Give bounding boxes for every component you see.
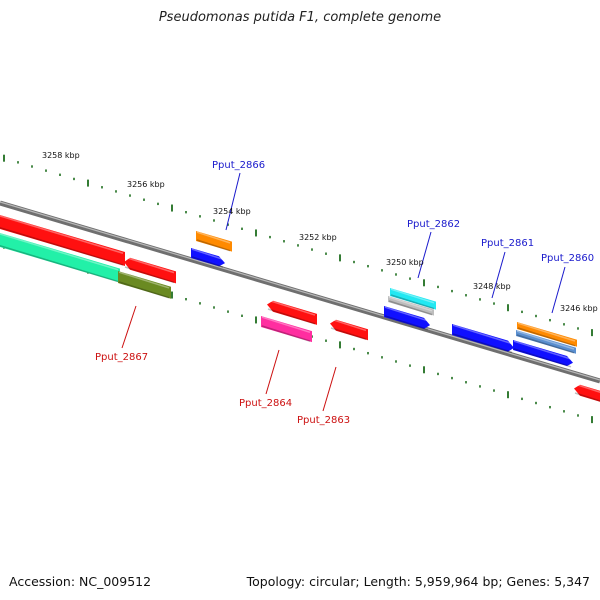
feature-blue-4[interactable] xyxy=(513,340,573,368)
map-title: Pseudomonas putida F1, complete genome xyxy=(158,10,442,25)
gene-label-pput-2864[interactable]: Pput_2864 xyxy=(239,398,292,409)
feature-magenta-1[interactable] xyxy=(261,316,312,343)
gene-label-pput-2866[interactable]: Pput_2866 xyxy=(212,160,265,171)
feature-red-mid-1[interactable] xyxy=(267,299,317,325)
feature-gray-1[interactable] xyxy=(388,296,434,316)
scale-label-3246: 3246 kbp xyxy=(560,304,598,313)
leader-pput-2862 xyxy=(417,231,432,279)
feature-orange-2[interactable] xyxy=(517,322,577,347)
feature-mint-1[interactable] xyxy=(0,230,120,283)
scale-label-3256: 3256 kbp xyxy=(127,180,165,189)
scale-label-3248: 3248 kbp xyxy=(473,282,511,291)
leader-pput-2864 xyxy=(265,349,280,395)
leader-pput-2867 xyxy=(121,305,137,349)
feature-orange-1[interactable] xyxy=(196,231,232,252)
leader-pput-2861 xyxy=(491,251,506,299)
scale-label-3250: 3250 kbp xyxy=(386,258,424,267)
scale-label-3258: 3258 kbp xyxy=(42,151,80,160)
feature-steel-1[interactable] xyxy=(516,330,576,354)
feature-blue-2[interactable] xyxy=(384,306,430,331)
feature-red-left-2[interactable] xyxy=(124,256,176,284)
feature-olive-1[interactable] xyxy=(118,271,171,299)
gene-label-pput-2863[interactable]: Pput_2863 xyxy=(297,415,350,426)
accession-text: Accession: NC_009512 xyxy=(9,574,152,589)
feature-red-left-outer[interactable] xyxy=(0,212,125,267)
gene-label-pput-2862[interactable]: Pput_2862 xyxy=(407,219,460,230)
gene-label-pput-2861[interactable]: Pput_2861 xyxy=(481,238,534,249)
gene-label-pput-2860[interactable]: Pput_2860 xyxy=(541,253,594,264)
feature-red-mid-2[interactable] xyxy=(330,318,368,341)
outer-scale-ticks xyxy=(3,154,593,337)
leader-pput-2863 xyxy=(322,366,337,412)
leader-pput-2860 xyxy=(551,266,566,314)
feature-layer xyxy=(0,212,600,406)
label-leader-lines xyxy=(121,172,566,412)
scale-label-3254: 3254 kbp xyxy=(213,207,251,216)
topology-text: Topology: circular; Length: 5,959,964 bp… xyxy=(246,574,590,589)
scale-label-3252: 3252 kbp xyxy=(299,233,337,242)
genome-backbone xyxy=(0,200,600,384)
gene-label-pput-2867[interactable]: Pput_2867 xyxy=(95,352,148,363)
genome-backbone-highlight xyxy=(0,201,600,381)
feature-cyan-1[interactable] xyxy=(390,288,436,310)
feature-red-right[interactable] xyxy=(574,383,600,406)
feature-blue-3[interactable] xyxy=(452,324,514,354)
leader-pput-2866 xyxy=(225,172,241,231)
feature-blue-1[interactable] xyxy=(191,248,225,268)
